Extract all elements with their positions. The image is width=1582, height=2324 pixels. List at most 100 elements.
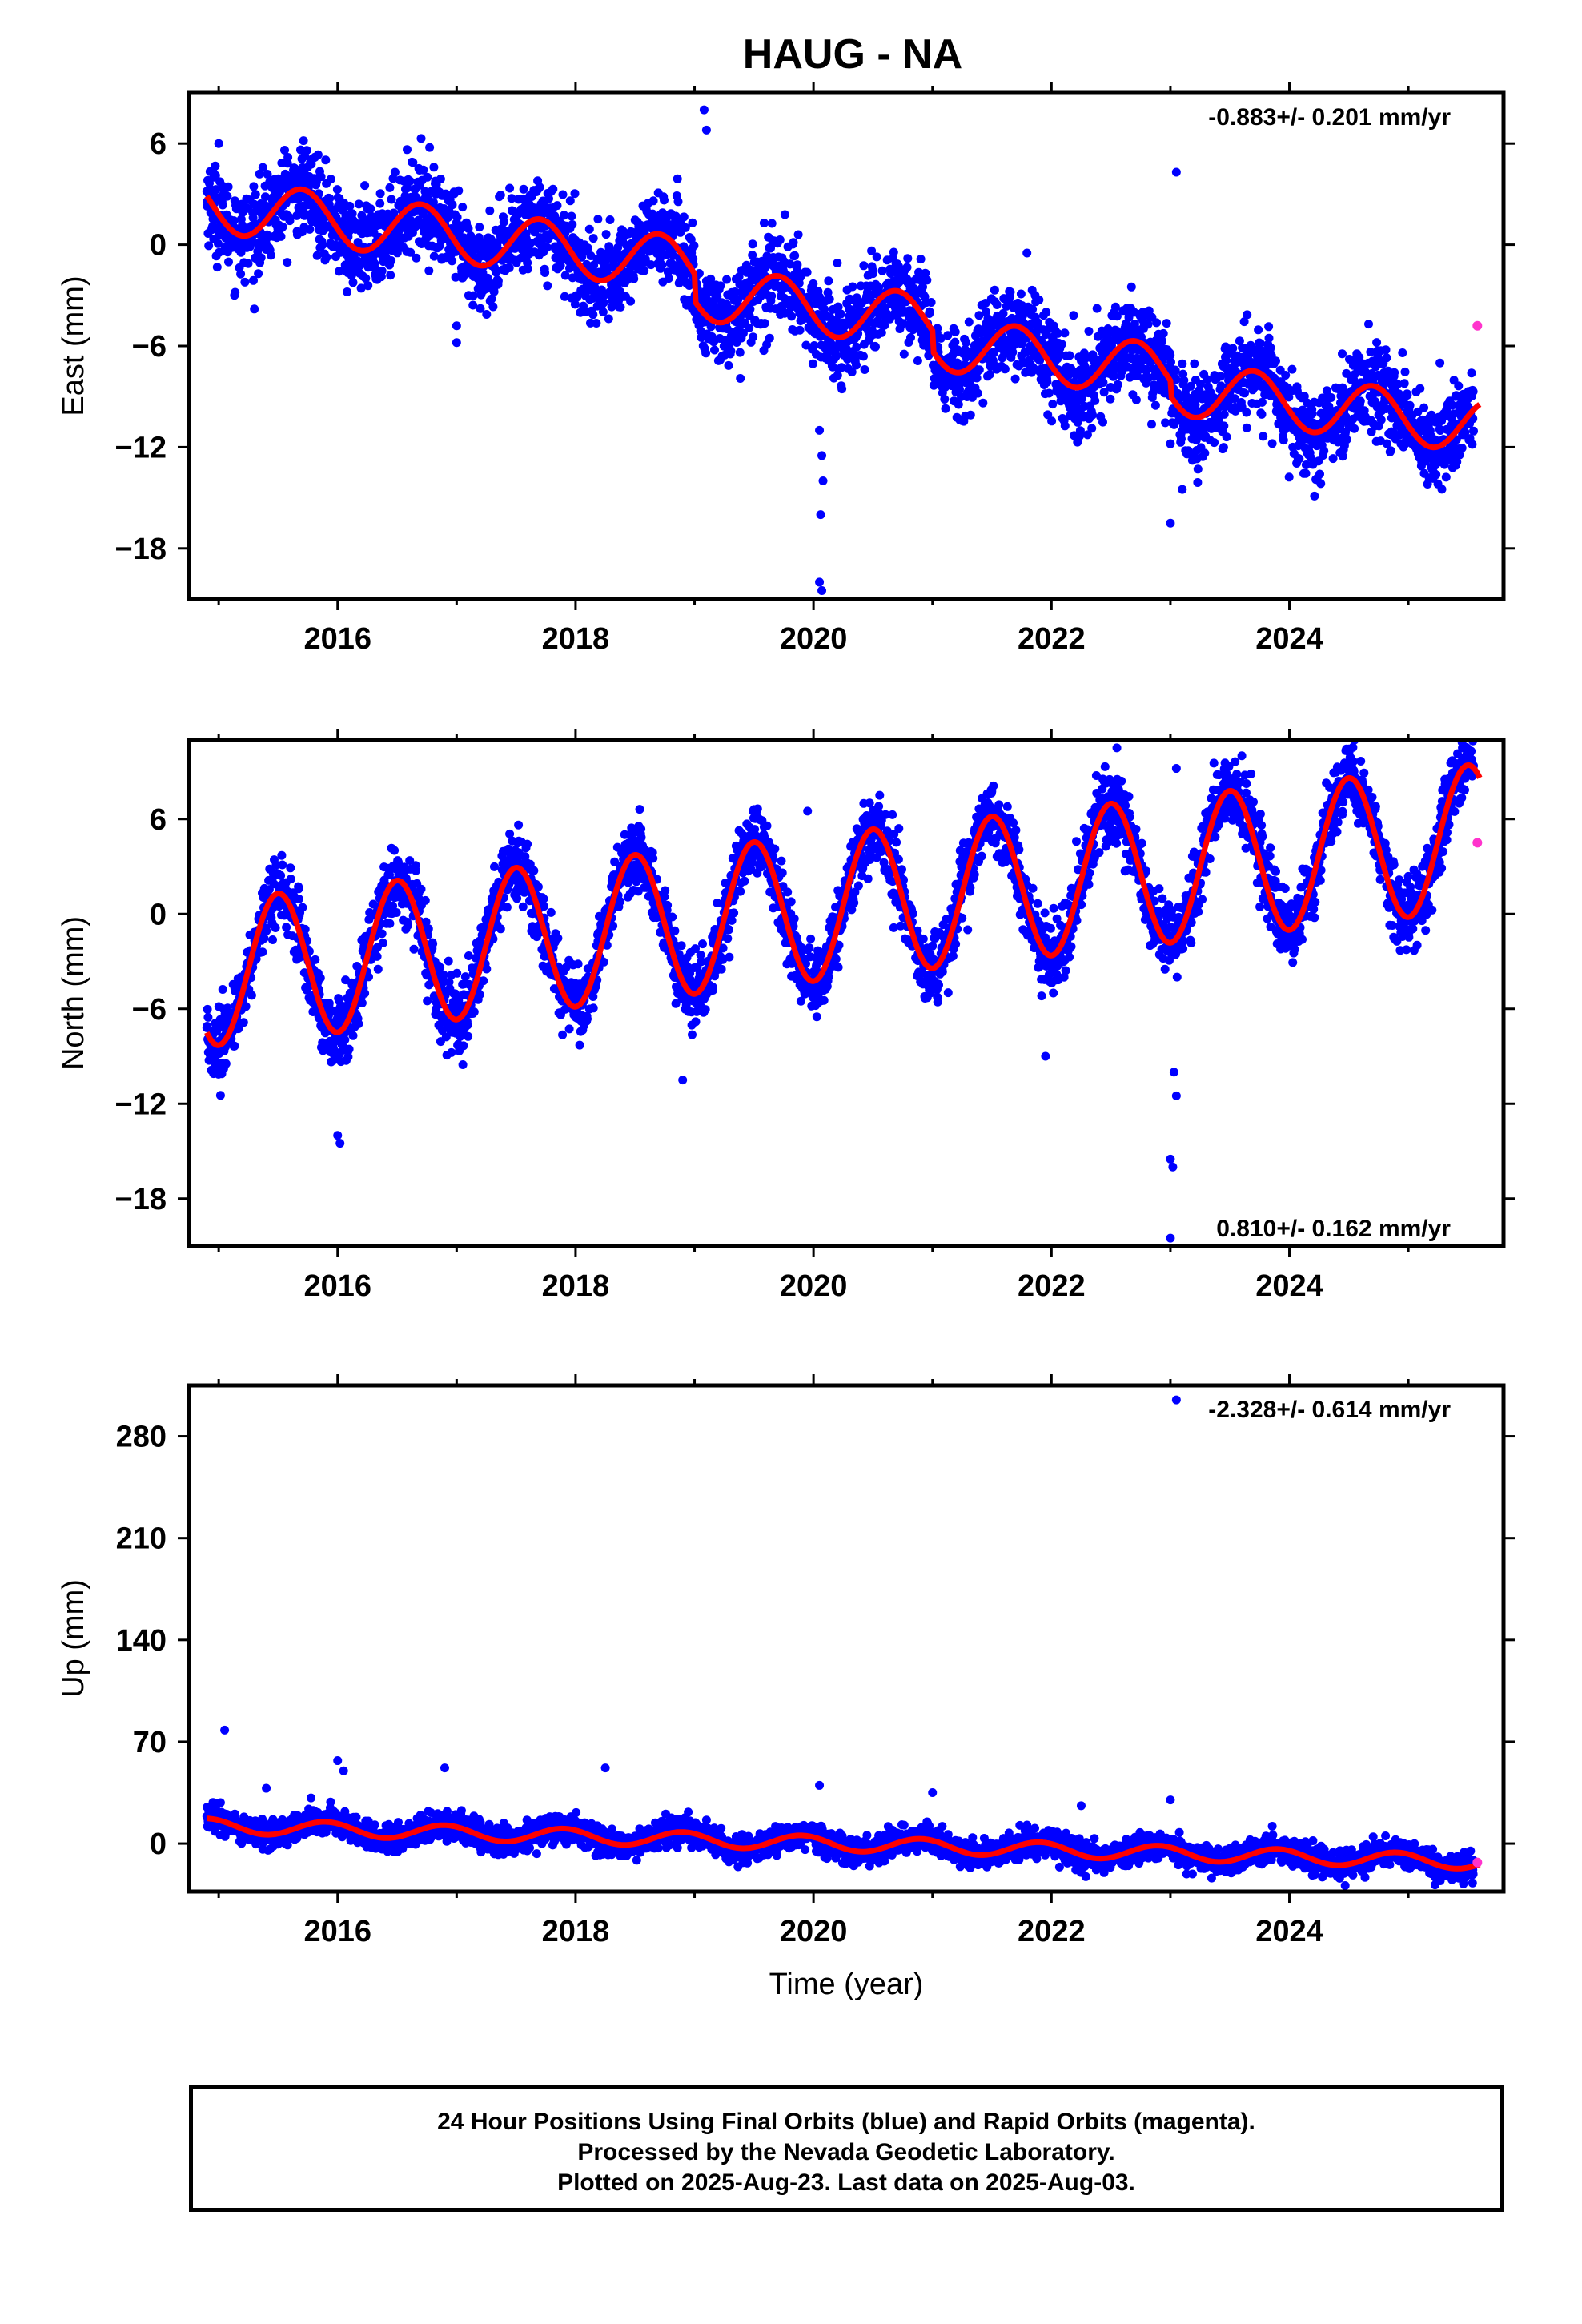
- data-point: [360, 181, 370, 191]
- data-point: [218, 985, 227, 994]
- page-title: HAUG - NA: [742, 31, 963, 78]
- data-point: [1255, 339, 1265, 348]
- data-point: [1338, 349, 1347, 359]
- data-point: [990, 285, 999, 295]
- data-point: [706, 322, 716, 332]
- data-point: [436, 963, 445, 972]
- data-point: [282, 923, 291, 932]
- data-point: [998, 308, 1008, 318]
- data-point: [903, 254, 913, 263]
- data-point: [469, 1007, 479, 1017]
- outlier-point: [815, 425, 825, 435]
- data-point: [312, 251, 322, 260]
- data-point: [795, 325, 805, 335]
- data-point: [898, 319, 908, 328]
- data-point: [340, 1035, 350, 1044]
- east-rapid-point: [1472, 320, 1483, 331]
- data-point: [1166, 357, 1175, 367]
- data-point: [542, 243, 552, 252]
- data-point: [250, 304, 259, 314]
- data-point: [605, 215, 615, 224]
- data-point: [1221, 356, 1231, 365]
- data-point: [354, 1019, 363, 1028]
- data-point: [1084, 327, 1094, 336]
- data-point: [343, 1052, 353, 1062]
- data-point: [385, 870, 394, 879]
- data-point: [485, 206, 495, 215]
- data-point: [730, 287, 740, 296]
- data-point: [966, 410, 975, 420]
- data-point: [375, 199, 385, 208]
- data-point: [375, 189, 385, 199]
- outlier-point: [816, 510, 825, 520]
- data-point: [313, 150, 323, 159]
- data-point: [348, 1031, 358, 1040]
- data-point: [387, 256, 396, 265]
- data-point: [505, 183, 515, 193]
- data-point: [1179, 376, 1189, 385]
- data-point: [280, 146, 289, 155]
- data-point: [1098, 378, 1108, 387]
- data-point: [489, 287, 499, 296]
- data-point: [1393, 380, 1403, 389]
- data-point: [833, 259, 842, 267]
- data-point: [539, 902, 548, 911]
- data-point: [1219, 421, 1229, 431]
- data-point: [360, 988, 370, 998]
- data-point: [460, 972, 470, 982]
- data-point: [1254, 325, 1263, 335]
- data-point: [974, 311, 984, 320]
- data-point: [283, 153, 293, 162]
- data-point: [1372, 338, 1382, 348]
- data-point: [1147, 420, 1156, 429]
- data-point: [893, 262, 903, 271]
- data-point: [973, 388, 982, 398]
- data-point: [1452, 457, 1462, 467]
- data-point: [403, 921, 412, 931]
- data-point: [745, 323, 754, 332]
- data-point: [1186, 381, 1195, 391]
- data-point: [533, 882, 543, 891]
- data-point: [409, 944, 419, 954]
- data-point: [950, 327, 960, 336]
- data-point: [448, 200, 457, 210]
- data-point: [1301, 468, 1311, 478]
- data-point: [223, 191, 232, 201]
- data-point: [1053, 328, 1062, 338]
- data-point: [1057, 340, 1066, 349]
- data-point: [1008, 348, 1018, 357]
- data-point: [943, 331, 953, 340]
- x-tick-label: 2018: [542, 622, 610, 656]
- data-point: [514, 820, 524, 830]
- data-point: [1400, 367, 1410, 376]
- data-point: [1177, 434, 1186, 444]
- data-point: [588, 310, 598, 320]
- x-tick-label: 2022: [1018, 622, 1086, 656]
- data-point: [926, 298, 936, 307]
- data-point: [825, 294, 834, 304]
- data-point: [1090, 396, 1100, 405]
- data-point: [640, 266, 649, 275]
- data-point: [464, 1031, 473, 1041]
- data-point: [1216, 372, 1226, 381]
- data-point: [915, 275, 925, 284]
- data-point: [1342, 435, 1351, 444]
- data-point: [239, 1018, 248, 1027]
- data-point: [877, 266, 887, 275]
- data-point: [1422, 455, 1431, 464]
- data-point: [259, 934, 269, 943]
- data-point: [940, 395, 950, 404]
- data-point: [256, 253, 266, 263]
- data-point: [505, 829, 515, 838]
- data-point: [302, 146, 311, 155]
- data-point: [277, 850, 287, 860]
- data-point: [361, 274, 371, 283]
- data-point: [664, 274, 673, 283]
- data-point: [1200, 448, 1210, 458]
- data-point: [1069, 311, 1078, 320]
- data-point: [249, 275, 258, 285]
- data-point: [385, 183, 395, 192]
- data-point: [899, 349, 909, 359]
- data-point: [859, 352, 868, 361]
